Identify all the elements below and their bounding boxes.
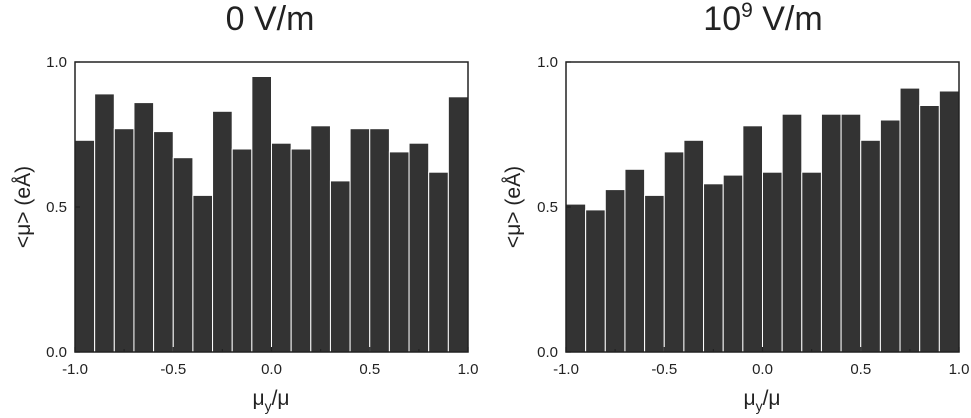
x-tick-label: 0.0 [261, 361, 282, 378]
x-tick-label: -1.0 [553, 361, 579, 378]
bar [820, 113, 842, 353]
bar [742, 125, 763, 353]
bar [153, 131, 174, 353]
x-axis-label: μy/μ [252, 387, 289, 414]
x-axis-label-rest: /μ [272, 387, 290, 410]
chart-title: 0 V/m [226, 0, 315, 38]
bar [840, 113, 862, 353]
bar [369, 128, 390, 353]
x-tick-label: -0.5 [651, 361, 677, 378]
axis-ticks: -1.0 -0.5 0.0 0.5 1.0 0.0 0.5 1.0 [537, 54, 969, 378]
bar [644, 194, 665, 353]
bar [762, 171, 783, 353]
x-tick-label: 1.0 [458, 361, 479, 378]
bar [74, 139, 96, 353]
x-tick-label: -1.0 [62, 361, 88, 378]
axis-ticks: -1.0 -0.5 0.0 0.5 1.0 0.0 0.5 1.0 [46, 54, 478, 378]
y-tick-label: 0.0 [537, 344, 558, 361]
bar [329, 180, 351, 353]
chart-title-rest: V/m [753, 0, 823, 38]
x-tick-label: 1.0 [949, 361, 970, 378]
x-axis-label-rest: /μ [763, 387, 781, 410]
bar [919, 105, 940, 353]
y-tick-label: 0.5 [537, 199, 558, 216]
x-tick-label: -0.5 [160, 361, 186, 378]
x-axis-label-mu: μ [252, 387, 264, 410]
bar [703, 183, 724, 353]
bar [212, 110, 233, 353]
y-tick-label: 1.0 [46, 54, 67, 71]
bar [388, 151, 410, 353]
bar [801, 171, 822, 353]
chart-title-exponent: 9 [741, 0, 753, 22]
bar [428, 171, 449, 353]
y-axis-label: <μ> (eÅ) [12, 166, 35, 248]
bar [251, 76, 273, 353]
bar [860, 139, 881, 353]
bar [192, 194, 214, 353]
bar [663, 151, 685, 353]
bar [781, 113, 803, 353]
bar [349, 128, 371, 353]
bar [879, 119, 901, 353]
x-axis-label-sub: y [265, 398, 272, 414]
x-tick-label: 0.5 [359, 361, 380, 378]
bar [722, 174, 744, 353]
bar [94, 93, 115, 353]
bar [271, 142, 292, 353]
y-axis-label: <μ> (eÅ) [502, 166, 525, 248]
chart-title-base: 10 [703, 0, 741, 38]
bar [565, 203, 587, 353]
y-tick-label: 1.0 [537, 54, 558, 71]
bar [899, 87, 921, 353]
bar [408, 142, 430, 353]
x-tick-label: 0.5 [850, 361, 871, 378]
bar [310, 125, 331, 353]
bar [133, 102, 155, 353]
bar [447, 96, 469, 353]
bar-series [565, 87, 960, 353]
bar [938, 90, 960, 353]
x-axis-label-mu: μ [743, 387, 755, 410]
bar [172, 157, 194, 353]
bar [624, 168, 646, 353]
bar [290, 148, 312, 353]
bar [113, 128, 135, 353]
bar [585, 209, 606, 353]
bar [604, 189, 626, 353]
bar-series [74, 76, 469, 353]
y-tick-label: 0.5 [46, 199, 67, 216]
x-tick-label: 0.0 [752, 361, 773, 378]
x-axis-label-sub: y [756, 398, 763, 414]
x-axis-label: μy/μ [743, 387, 780, 414]
chart-title: 109 V/m [703, 0, 822, 38]
chart-panel-0-v-per-m: 0 V/m -1.0 -0.5 0.0 0.5 1.0 0.0 0.5 1.0 μy/μ <μ… [12, 0, 478, 414]
bar [683, 139, 705, 353]
bar [231, 148, 253, 353]
chart-panel-1e9-v-per-m: 109 V/m -1.0 -0.5 0.0 0.5 1.00.00.51.0 μy/μ … [502, 0, 969, 414]
y-tick-label: 0.0 [46, 344, 67, 361]
